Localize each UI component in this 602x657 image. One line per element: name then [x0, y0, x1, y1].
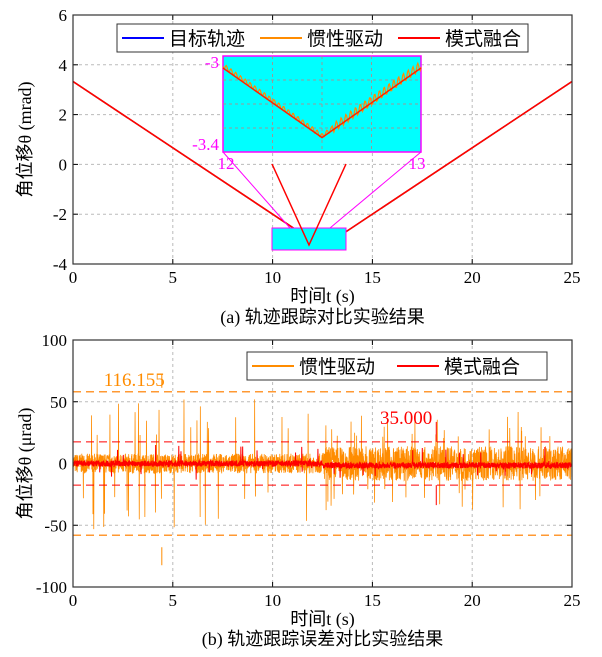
b-xtick: 20: [464, 591, 481, 610]
a-xtick: 20: [464, 268, 481, 287]
b-annotation-inertial: 116.155: [104, 370, 165, 391]
a-zoom-box: [271, 227, 347, 251]
a-legend-label: 目标轨迹: [169, 28, 245, 50]
b-ytick: 0: [59, 455, 68, 474]
b-xtick: 25: [564, 591, 581, 610]
b-ytick: 100: [42, 331, 68, 350]
b-ytick: 50: [50, 393, 67, 412]
a-connector: [222, 151, 291, 229]
b-ytick: -50: [44, 516, 67, 535]
b-xlabel: 时间t (s): [290, 609, 355, 630]
inset-series-fusion: [222, 67, 422, 139]
a-ytick: 6: [59, 6, 68, 25]
inset-ytick: -3: [205, 53, 219, 72]
inset-ytick: -3.4: [192, 135, 219, 154]
b-axes-frame: [72, 339, 573, 588]
b-xtick: 5: [169, 591, 178, 610]
a-legend-label: 惯性驱动: [307, 28, 383, 50]
b-title: (b) 轨迹跟踪误差对比实验结果: [202, 629, 444, 650]
b-xtick: 15: [364, 591, 381, 610]
a-xlabel: 时间t (s): [290, 286, 355, 307]
a-legend-label: 模式融合: [445, 28, 521, 50]
a-xtick: 15: [364, 268, 381, 287]
a-legend: [116, 23, 529, 53]
a-ytick: 4: [59, 56, 68, 75]
b-ytick: -100: [36, 578, 67, 597]
a-xtick: 10: [264, 268, 281, 287]
a-ytick: 0: [59, 155, 68, 174]
a-axes-frame: [72, 14, 573, 265]
b-xtick: 0: [69, 591, 78, 610]
a-ytick: 2: [59, 106, 68, 125]
a-ytick: -4: [53, 255, 68, 274]
b-xtick: 10: [264, 591, 281, 610]
b-legend-label: 惯性驱动: [299, 356, 375, 378]
inset-xtick: 12: [218, 154, 235, 173]
a-xtick: 0: [69, 268, 78, 287]
a-ylabel: 角位移θ (mrad): [15, 81, 36, 197]
a-connector: [329, 151, 422, 229]
inset-series-inertial: [222, 61, 422, 138]
a-ytick: -2: [53, 205, 67, 224]
a-title: (a) 轨迹跟踪对比实验结果: [220, 307, 424, 328]
a-xtick: 5: [169, 268, 178, 287]
b-series-fusion: [72, 445, 573, 480]
a-xtick: 25: [564, 268, 581, 287]
b-annotation-fusion: 35.000: [380, 408, 432, 429]
b-legend-label: 模式融合: [444, 356, 520, 378]
inset-xtick: 13: [409, 154, 426, 173]
b-ylabel: 角位移θ (μrad): [15, 408, 36, 520]
